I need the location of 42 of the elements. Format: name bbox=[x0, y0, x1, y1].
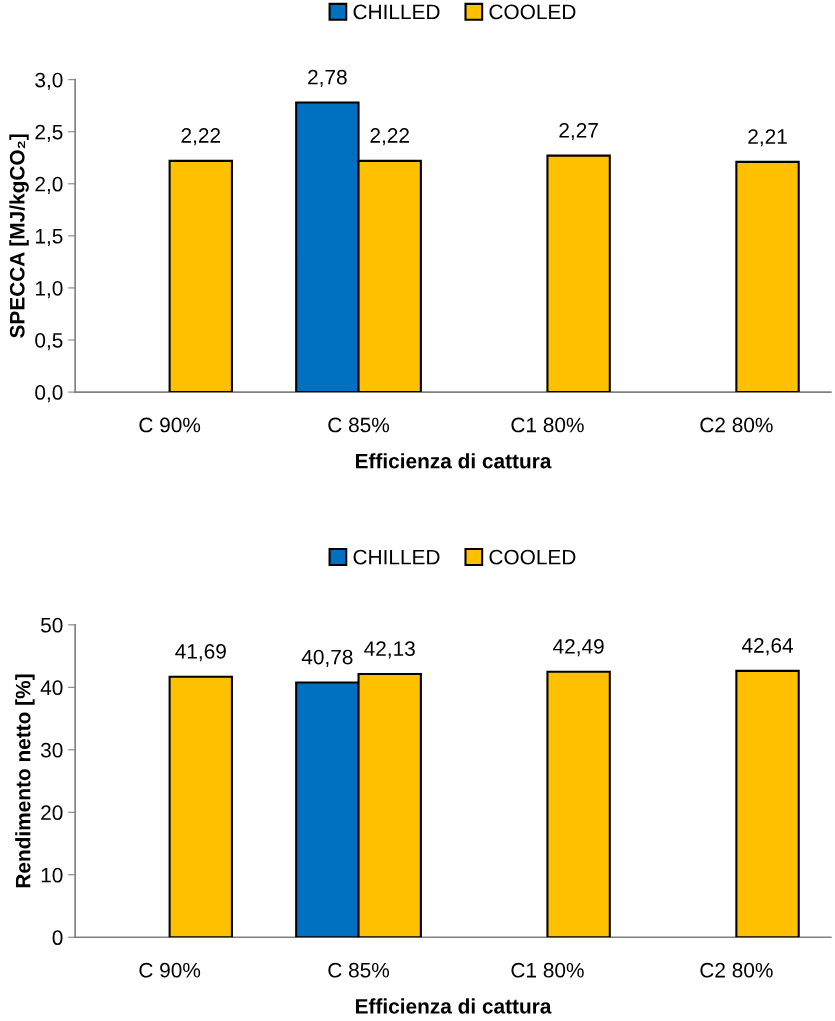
x-tick-label: C1 80% bbox=[511, 962, 584, 978]
y-tick-label: 3,0 bbox=[35, 72, 63, 90]
legend-label: CHILLED bbox=[353, 4, 440, 20]
y-tick-label: 20 bbox=[41, 805, 63, 821]
legend-label: CHILLED bbox=[353, 549, 440, 565]
x-tick-label: C 90% bbox=[139, 962, 201, 978]
y-axis-title: SPECCA [MJ/kgCO₂] bbox=[9, 134, 29, 338]
bar bbox=[735, 160, 800, 393]
y-tick-label: 2,0 bbox=[35, 176, 63, 194]
data-label: 2,22 bbox=[370, 128, 409, 146]
data-label: 41,69 bbox=[175, 644, 226, 662]
data-label: 42,64 bbox=[741, 638, 793, 656]
x-tick-label: C 90% bbox=[139, 417, 201, 433]
x-axis-title: Efficienza di cattura bbox=[355, 998, 552, 1014]
y-tick-label: 1,5 bbox=[35, 229, 63, 247]
data-label: 42,13 bbox=[364, 641, 415, 659]
y-tick-label: 0 bbox=[52, 930, 63, 946]
legend-label: COOLED bbox=[489, 549, 576, 565]
data-label: 40,78 bbox=[301, 649, 353, 667]
y-tick-label: 30 bbox=[40, 742, 63, 758]
y-tick-label: 1,0 bbox=[35, 280, 63, 299]
y-tick-label: 50 bbox=[41, 617, 63, 633]
bar bbox=[168, 159, 233, 393]
data-label: 2,78 bbox=[308, 69, 347, 87]
data-label: 2,21 bbox=[748, 129, 787, 147]
y-tick-label: 0,5 bbox=[35, 332, 63, 351]
x-axis-title: Efficienza di cattura bbox=[355, 453, 552, 469]
y-tick-label: 0,0 bbox=[35, 385, 63, 403]
bar bbox=[546, 154, 611, 393]
data-label: 42,49 bbox=[553, 639, 604, 657]
y-axis-title: Rendimento netto [%] bbox=[15, 674, 35, 888]
y-tick-label: 40 bbox=[40, 680, 63, 696]
data-label: 2,22 bbox=[181, 128, 221, 146]
y-tick-label: 2,5 bbox=[35, 124, 63, 142]
data-label: 2,27 bbox=[559, 122, 598, 141]
x-tick-label: C2 80% bbox=[700, 962, 773, 978]
x-tick-label: C 85% bbox=[328, 962, 390, 978]
x-tick-label: C 85% bbox=[328, 417, 390, 433]
x-tick-label: C1 80% bbox=[511, 417, 584, 433]
x-tick-label: C2 80% bbox=[700, 417, 773, 433]
y-tick-label: 10 bbox=[41, 867, 63, 883]
legend-label: COOLED bbox=[489, 4, 576, 20]
